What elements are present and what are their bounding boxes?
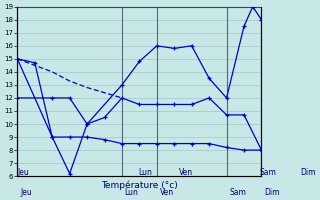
Text: Dim: Dim xyxy=(264,188,280,197)
Text: Lun: Lun xyxy=(124,188,139,197)
Text: Jeu: Jeu xyxy=(20,188,32,197)
Text: Sam: Sam xyxy=(229,188,246,197)
Text: Ven: Ven xyxy=(159,188,173,197)
Text: Sam: Sam xyxy=(260,168,277,177)
Text: Lun: Lun xyxy=(139,168,153,177)
Text: Jeu: Jeu xyxy=(17,168,29,177)
Text: Dim: Dim xyxy=(300,168,316,177)
Text: Ven: Ven xyxy=(179,168,193,177)
X-axis label: Température (°c): Température (°c) xyxy=(101,180,178,190)
